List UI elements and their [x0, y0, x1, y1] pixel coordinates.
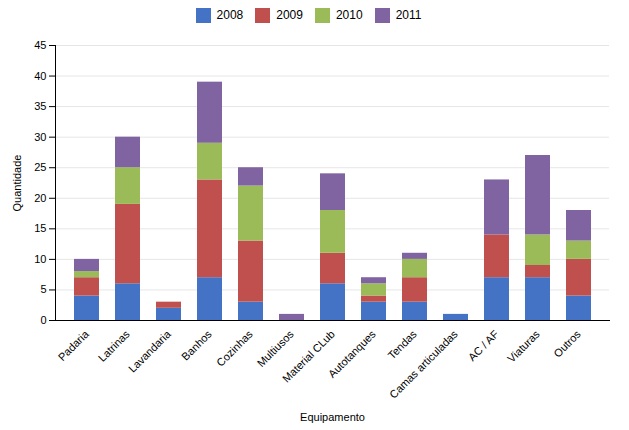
svg-text:20: 20	[34, 192, 46, 204]
svg-text:Padaria: Padaria	[56, 327, 92, 363]
svg-text:AC / AF: AC / AF	[466, 328, 501, 363]
svg-text:Autotanques: Autotanques	[326, 327, 379, 380]
svg-text:Banhos: Banhos	[179, 327, 214, 362]
svg-text:40: 40	[34, 70, 46, 82]
svg-text:30: 30	[34, 131, 46, 143]
svg-text:45: 45	[34, 39, 46, 51]
html-text:2011: 2011	[395, 8, 422, 22]
html-text:2010: 2010	[335, 8, 363, 22]
svg-text:Latrinas: Latrinas	[96, 327, 133, 364]
html-text:2009: 2009	[276, 8, 303, 22]
svg-text:35: 35	[34, 100, 46, 112]
svg-text:25: 25	[34, 161, 46, 173]
svg-text:15: 15	[34, 222, 46, 234]
svg-text:5: 5	[40, 283, 46, 295]
svg-text:10: 10	[34, 253, 46, 265]
svg-text:0: 0	[40, 314, 46, 326]
svg-text:Camas articuladas: Camas articuladas	[387, 327, 460, 400]
html-text:2008: 2008	[216, 8, 244, 22]
svg-text:Tendas: Tendas	[385, 327, 419, 361]
svg-text:Material CLub: Material CLub	[280, 328, 337, 385]
svg-text:Viaturas: Viaturas	[505, 327, 542, 364]
svg-text:Outros: Outros	[551, 327, 583, 359]
svg-text:Equipamento: Equipamento	[300, 411, 365, 423]
svg-text:Cozinhas: Cozinhas	[214, 327, 255, 368]
svg-text:Quantidade: Quantidade	[11, 155, 23, 212]
svg-text:Multiusos: Multiusos	[255, 327, 297, 369]
svg-text:Lavandaria: Lavandaria	[126, 327, 174, 375]
